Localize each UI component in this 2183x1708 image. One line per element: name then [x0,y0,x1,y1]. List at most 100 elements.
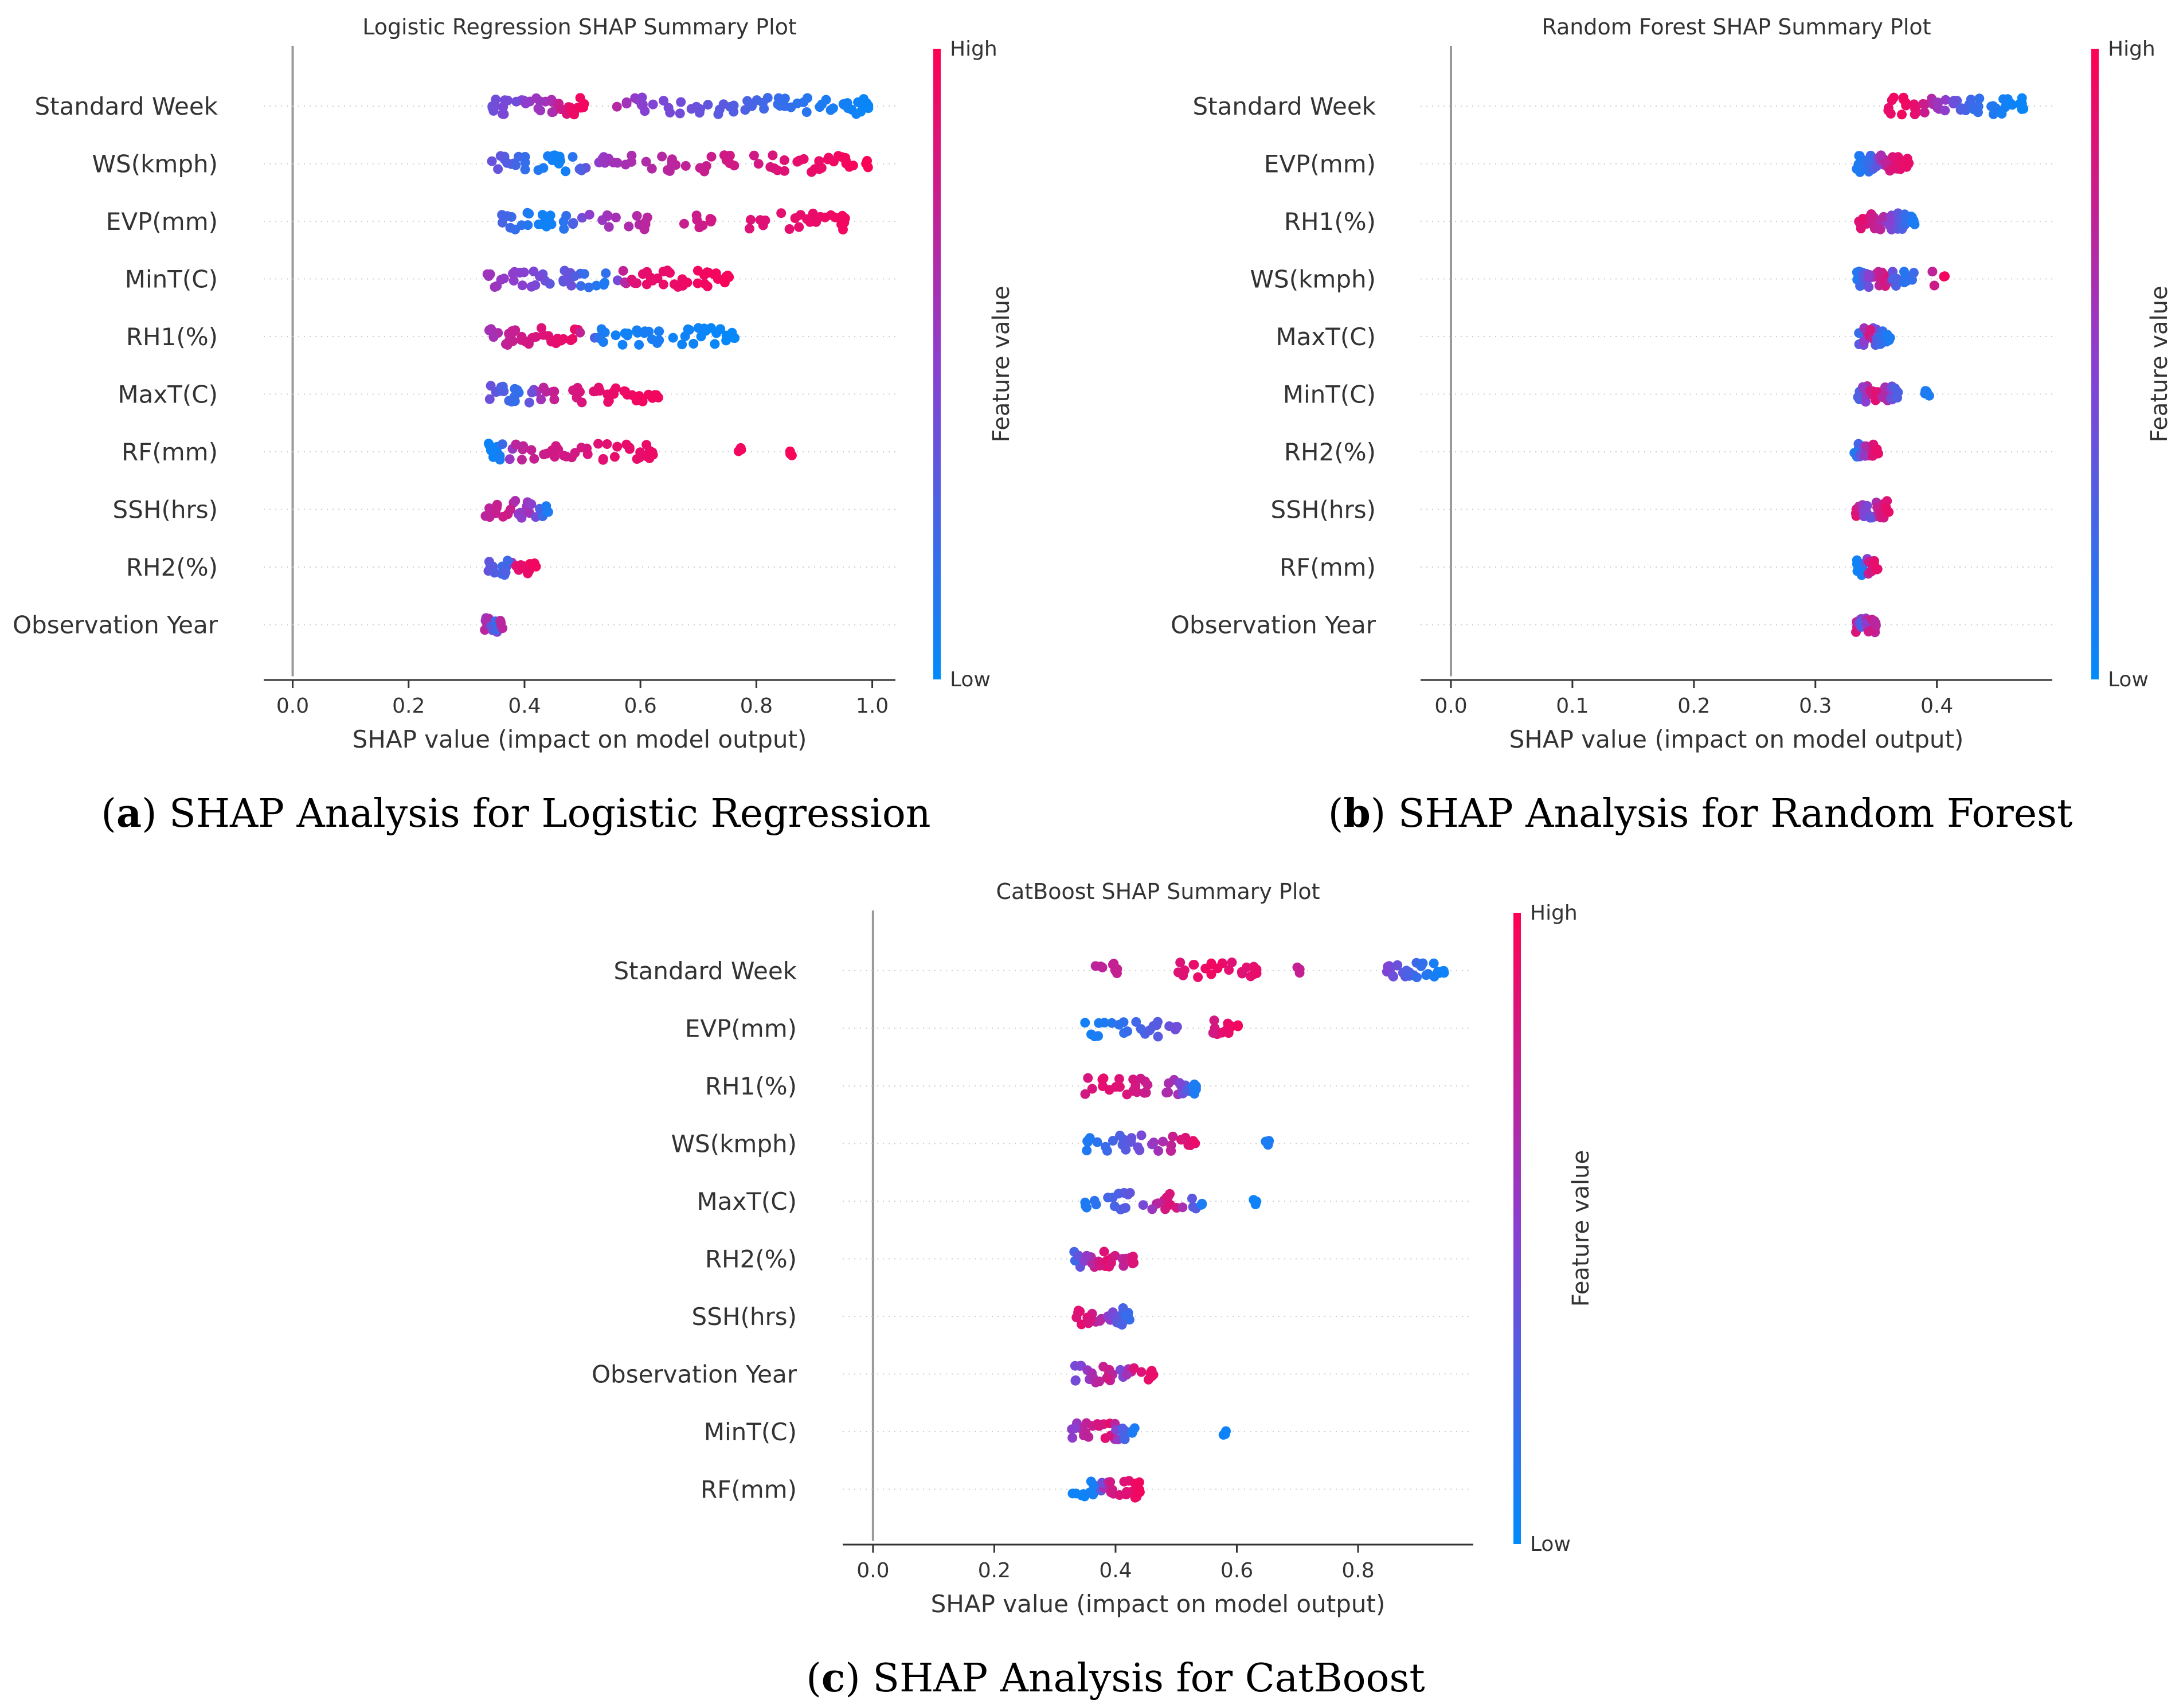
shap-point [794,222,804,232]
colorbar [1513,913,1521,1544]
shap-point [1891,281,1901,291]
shap-point [559,224,569,234]
feature-label: SSH(hrs) [1271,496,1376,524]
shap-point [568,219,578,229]
shap-point [547,107,557,118]
shap-point [1904,158,1914,168]
shap-point [486,381,496,391]
shap-point [1114,1074,1124,1084]
shap-point [1118,1261,1129,1271]
feature-label: WS(kmph) [92,150,218,178]
shap-point [569,271,580,282]
shap-point [1227,957,1237,968]
shap-point [1122,1089,1132,1100]
shap-point [619,386,629,396]
shap-point [710,339,720,349]
shap-point [663,103,674,113]
shap-point [801,107,812,117]
shap-point [1899,95,1908,105]
shap-point [618,265,628,276]
shap-point [1864,272,1874,282]
shap-point [790,213,800,223]
shap-point [498,381,508,392]
shap-point [780,93,790,104]
shap-point [702,282,713,291]
shap-point [1143,1080,1153,1090]
shap-point [1927,267,1938,277]
shap-point [538,163,549,173]
shap-point [603,211,613,221]
feature-label: WS(kmph) [671,1130,797,1158]
shap-point [546,95,557,105]
shap-point [1095,1316,1105,1326]
shap-point [1233,1021,1243,1031]
shap-point [517,280,527,291]
shap-point [523,339,534,349]
shap-point [1111,1082,1121,1092]
shap-point [577,213,587,223]
shap-point [490,282,500,292]
shap-point [566,335,576,345]
shap-point [821,95,831,105]
shap-point [600,158,610,168]
shap-point [1429,958,1439,968]
shap-point [533,103,543,114]
shap-point [2017,98,2027,108]
shap-point [706,217,716,226]
shap-point [680,161,691,171]
shap-point [1908,268,1919,278]
feature-label: RH2(%) [705,1245,797,1273]
shap-point [1091,1199,1101,1210]
shap-point [1122,1026,1133,1037]
shap-point [510,325,521,335]
shap-point [648,99,658,110]
shap-point [538,330,549,340]
shap-point [641,157,651,167]
shap-point [1853,392,1863,402]
shap-point [602,439,612,449]
shap-point [506,505,515,515]
shap-point [534,219,544,229]
shap-point [511,96,522,107]
shap-point [668,333,678,343]
shap-point [637,100,647,110]
shap-point [1120,1311,1130,1321]
shap-point [1854,151,1864,161]
shap-point [1908,216,1919,226]
x-tick-label: 0.2 [978,1559,1011,1582]
shap-point [510,384,520,394]
shap-point [561,166,571,177]
shap-point [620,159,631,170]
shap-point [1136,1024,1146,1034]
feature-label: SSH(hrs) [692,1303,797,1331]
shap-point [609,452,620,462]
shap-point [598,454,608,464]
shap-point [1879,212,1889,222]
x-tick-label: 0.0 [1434,694,1467,718]
shap-point [847,104,857,115]
shap-point [549,386,560,397]
shap-point [652,338,662,348]
shap-point [1145,1369,1156,1379]
shap-point [1864,282,1874,292]
x-tick-label: 0.4 [1099,1559,1132,1582]
shap-point [603,397,613,407]
shap-point [693,323,703,333]
shap-point [517,455,527,465]
shap-point [1237,968,1247,979]
shap-point [1860,451,1870,461]
shap-point [490,101,500,111]
shap-point [1220,1429,1230,1439]
shap-point [627,150,637,161]
feature-label: RH1(%) [1284,208,1376,236]
x-tick-label: 0.8 [1341,1559,1374,1582]
shap-point [591,280,601,291]
shap-point [1080,1089,1090,1099]
shap-point [1909,99,1919,110]
shap-point [622,330,632,341]
shap-point [1206,969,1216,979]
feature-label: RF(mm) [1280,553,1376,581]
shap-point [1188,1081,1198,1092]
shap-point [632,211,642,221]
shap-point [550,452,560,462]
